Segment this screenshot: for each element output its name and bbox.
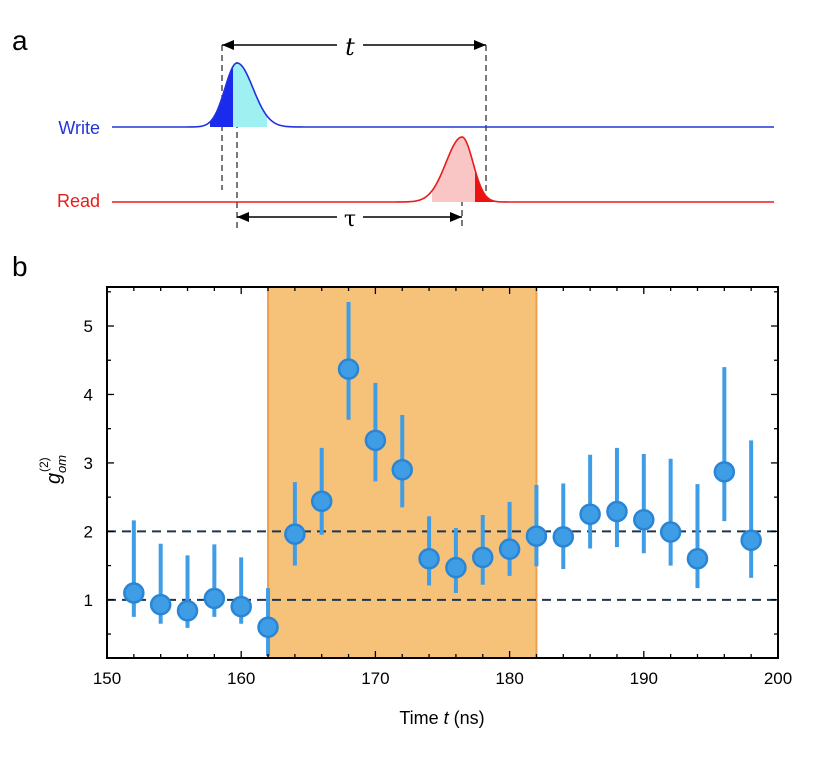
write-label: Write [58, 118, 100, 138]
y-axis-label-main: g [43, 473, 65, 484]
data-point [472, 546, 494, 569]
data-point [123, 582, 145, 604]
data-point [149, 593, 172, 616]
y-axis-ticks: 1 2 3 4 5 [84, 291, 778, 635]
data-point [337, 358, 360, 380]
data-point [445, 556, 467, 579]
panel-b-label: b [12, 251, 28, 282]
data-point [579, 503, 601, 526]
plot-area: 150 160 170 180 190 200 1 2 3 4 5 [84, 286, 792, 688]
t-arrowhead-left [222, 40, 234, 50]
data-point [498, 538, 521, 560]
t-label-mask [337, 33, 363, 57]
write-fill-light [232, 63, 267, 127]
data-point [310, 490, 333, 512]
data-point [203, 587, 226, 610]
tau-symbol: τ [344, 207, 356, 232]
panel-a: a t Write Read τ [12, 25, 774, 232]
data-point [284, 523, 306, 545]
tau-arrowhead-right [450, 212, 462, 222]
data-point [686, 547, 709, 570]
y-tick-label: 3 [84, 454, 93, 473]
data-point [552, 526, 575, 548]
data-point [391, 459, 413, 481]
x-tick-label: 200 [764, 669, 792, 688]
tau-arrowhead-left [237, 212, 249, 222]
data-point [525, 525, 548, 547]
data-point [230, 595, 252, 618]
x-tick-label: 150 [93, 669, 121, 688]
y-axis-label-sub: om [54, 455, 69, 473]
panel-a-label: a [12, 25, 28, 56]
y-tick-label: 5 [84, 317, 93, 336]
write-trace [112, 62, 774, 128]
x-axis-label-suffix: (ns) [449, 708, 485, 728]
y-tick-label: 2 [84, 522, 93, 541]
x-tick-label: 180 [495, 669, 523, 688]
read-trace [112, 136, 774, 203]
data-point [176, 600, 199, 622]
x-axis-label-prefix: Time [399, 708, 443, 728]
y-axis-label-sup: (2) [37, 457, 51, 472]
plot-frame [106, 286, 779, 659]
read-fill-dark [475, 169, 496, 202]
data-points [123, 358, 762, 638]
x-axis-ticks: 150 160 170 180 190 200 [93, 287, 792, 688]
x-axis-label-var: t [444, 708, 450, 728]
t-symbol: t [345, 33, 355, 61]
panel-b: b 150 160 170 180 190 200 1 2 3 4 5 Time t (ns) g… [12, 251, 792, 728]
x-tick-label: 190 [630, 669, 658, 688]
y-axis-label: g om (2) [37, 455, 69, 484]
read-fill-light [432, 137, 476, 202]
read-label: Read [57, 191, 100, 211]
data-point [713, 461, 736, 483]
data-point [418, 547, 440, 570]
data-point [659, 521, 682, 543]
data-point [257, 616, 279, 638]
data-point [606, 500, 628, 523]
data-point [633, 508, 655, 531]
data-point [364, 429, 387, 452]
tau-label-mask [337, 206, 363, 230]
x-tick-label: 170 [361, 669, 389, 688]
x-axis-label: Time t (ns) [399, 708, 484, 728]
y-tick-label: 4 [84, 385, 93, 404]
t-arrowhead-right [474, 40, 486, 50]
y-tick-label: 1 [84, 591, 93, 610]
data-point [740, 529, 762, 552]
x-tick-label: 160 [227, 669, 255, 688]
